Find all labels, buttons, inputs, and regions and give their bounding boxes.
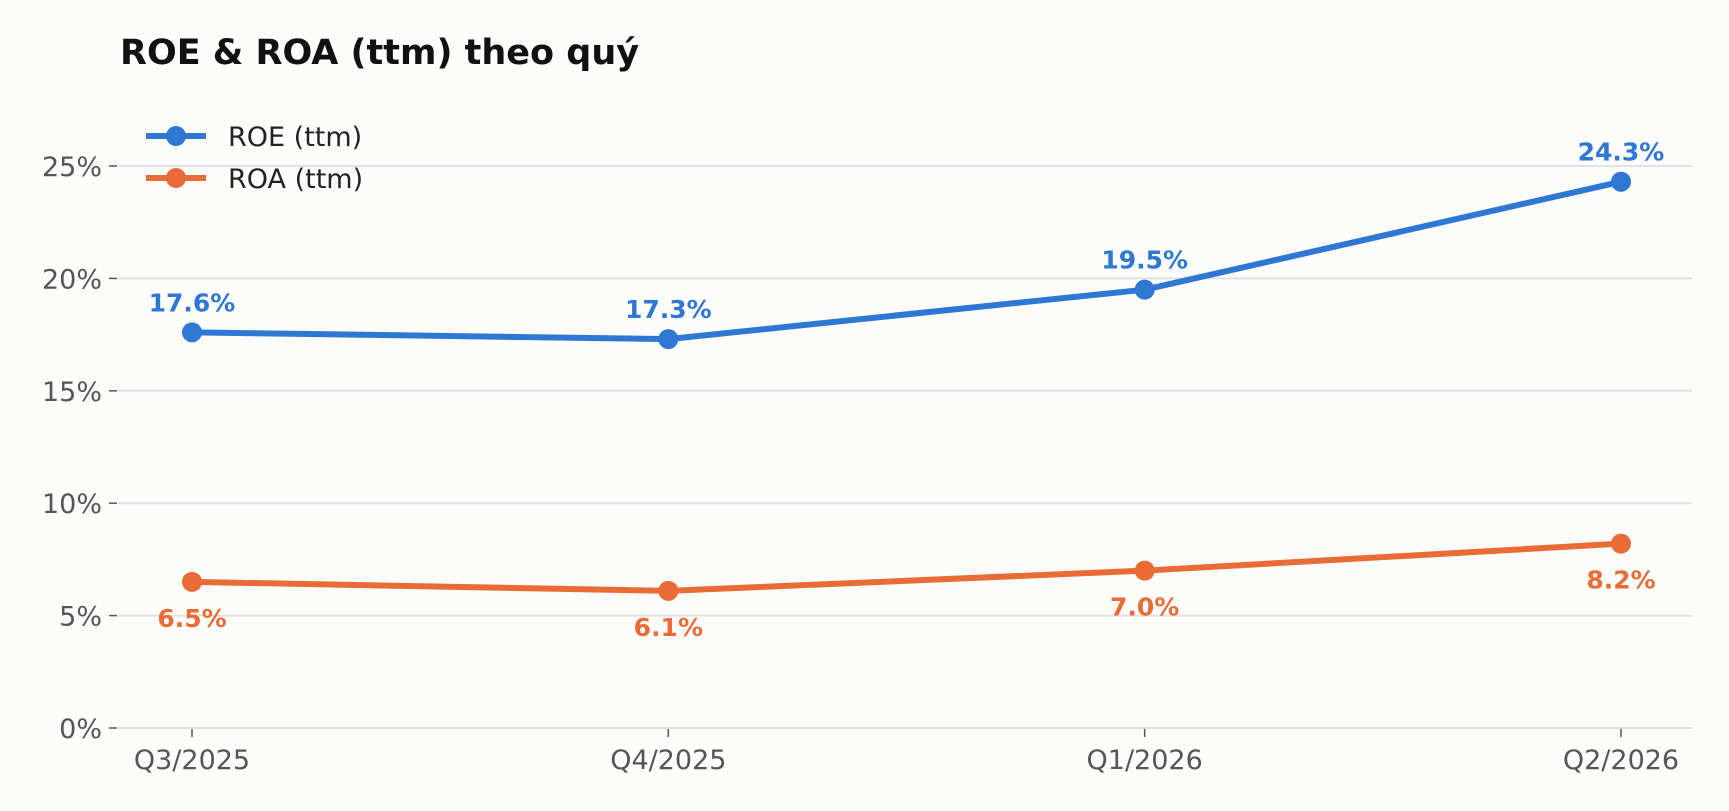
y-tick-label: 0% <box>59 714 102 745</box>
legend-label: ROE (ttm) <box>228 122 362 153</box>
x-tick-label: Q2/2026 <box>1563 745 1679 776</box>
data-point <box>658 580 679 601</box>
data-point <box>182 322 202 343</box>
series-line-2 <box>189 540 1624 594</box>
legend-label: ROA (ttm) <box>228 164 363 195</box>
y-tick-label: 20% <box>42 264 102 295</box>
legend-marker <box>166 126 186 146</box>
chart-title: ROE & ROA (ttm) theo quý <box>120 33 639 73</box>
data-point <box>182 571 202 592</box>
data-point <box>1134 279 1155 300</box>
x-tick-label: Q3/2025 <box>134 745 250 776</box>
y-tick-label: 15% <box>42 377 102 408</box>
data-label: 7.0% <box>1110 593 1179 622</box>
data-point <box>1611 533 1631 554</box>
series <box>182 171 1631 601</box>
y-tick-label: 25% <box>42 152 102 183</box>
axes: 0% 5% 10% 15% 20% 25% Q3/2025 Q4/2025 Q1/2026 Q2/… <box>42 152 1692 776</box>
data-label: 24.3% <box>1578 138 1665 167</box>
y-tick-label: 5% <box>59 602 102 633</box>
data-label: 6.1% <box>634 613 703 642</box>
grid <box>118 165 1692 617</box>
data-labels: 17.6% 17.3% 19.5% 24.3% 6.5% 6.1% 7.0% 8.2% <box>149 138 1665 642</box>
y-tick-label: 10% <box>42 489 102 520</box>
data-label: 19.5% <box>1101 246 1188 275</box>
legend: ROE (ttm) ROA (ttm) <box>146 122 363 195</box>
data-label: 17.3% <box>625 295 712 324</box>
data-label: 6.5% <box>157 604 226 633</box>
data-point <box>1134 560 1155 581</box>
series-line-1 <box>189 178 1624 343</box>
x-tick-label: Q1/2026 <box>1087 745 1203 776</box>
data-label: 17.6% <box>149 288 236 317</box>
data-point <box>658 329 679 350</box>
data-point <box>1611 171 1631 192</box>
data-label: 8.2% <box>1586 566 1655 595</box>
legend-marker <box>166 168 186 188</box>
x-tick-label: Q4/2025 <box>610 745 726 776</box>
